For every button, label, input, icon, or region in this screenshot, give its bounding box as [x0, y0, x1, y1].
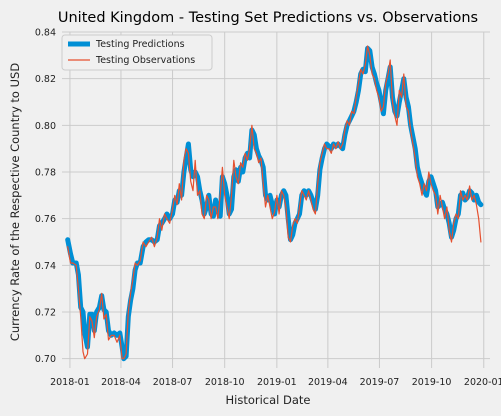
y-tick-label: 0.80 [35, 121, 56, 132]
x-axis-ticks: 2018-01 2018-04 2018-07 2018-10 2019-01 2019-… [50, 377, 501, 388]
y-axis-ticks: 0.70 0.72 0.74 0.76 0.78 0.80 0.82 0.84 [35, 28, 56, 366]
legend-label-observations: Testing Observations [95, 55, 195, 66]
y-tick-label: 0.78 [35, 168, 56, 179]
x-tick-label: 2019-10 [412, 377, 452, 388]
x-tick-label: 2019-07 [360, 377, 400, 388]
x-tick-label: 2019-04 [308, 377, 348, 388]
legend-label-predictions: Testing Predictions [95, 39, 185, 50]
y-tick-label: 0.82 [35, 74, 56, 85]
x-tick-label: 2018-01 [50, 377, 90, 388]
y-tick-label: 0.74 [35, 261, 56, 272]
y-tick-label: 0.76 [35, 214, 56, 225]
x-tick-label: 2020-01 [464, 377, 501, 388]
y-tick-label: 0.70 [35, 354, 56, 365]
x-tick-label: 2018-07 [153, 377, 193, 388]
series-layer [65, 45, 484, 362]
x-axis-label: Historical Date [225, 393, 310, 407]
legend: Testing Predictions Testing Observations [61, 34, 213, 71]
y-tick-label: 0.72 [35, 308, 56, 319]
x-tick-label: 2018-04 [101, 377, 141, 388]
legend-box [61, 34, 213, 71]
x-tick-label: 2018-10 [205, 377, 245, 388]
y-axis-label: Currency Rate of the Respective Country … [8, 63, 22, 341]
observations-line [67, 45, 482, 360]
chart-title: United Kingdom - Testing Set Predictions… [58, 10, 478, 26]
y-tick-label: 0.84 [35, 28, 56, 39]
x-tick-label: 2019-01 [257, 377, 297, 388]
